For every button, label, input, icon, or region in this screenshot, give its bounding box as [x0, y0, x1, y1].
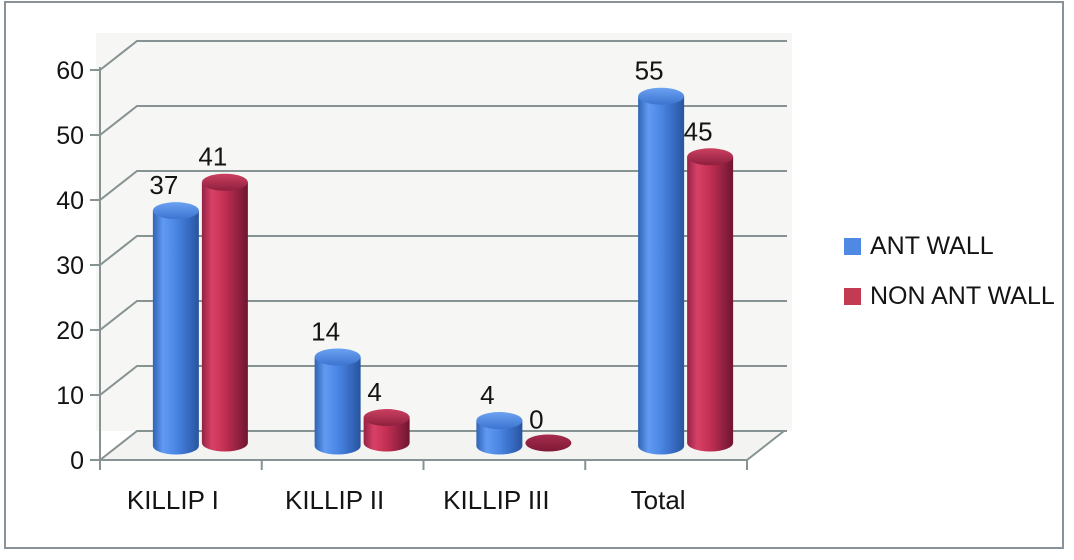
bar-non-ant-wall-killip-ii[interactable]	[363, 417, 410, 452]
y-tick-label-40: 40	[56, 187, 84, 215]
data-label-non-ant-wall-killip-ii: 4	[367, 377, 381, 407]
bar-ant-wall-total[interactable]	[638, 96, 685, 455]
data-label-ant-wall-killip-ii: 14	[311, 316, 340, 346]
data-label-ant-wall-total: 55	[635, 56, 664, 86]
gridline-40	[90, 170, 787, 201]
y-tick-label-20: 20	[56, 317, 84, 345]
ant-wall-swatch-icon	[844, 238, 861, 255]
legend: ANT WALL NON ANT WALL	[844, 232, 1055, 337]
y-tick-label-50: 50	[56, 122, 84, 150]
bar-ant-wall-killip-ii-top	[314, 348, 361, 366]
legend-item-ant-wall[interactable]: ANT WALL	[844, 232, 1055, 260]
x-category-label-killip-i: KILLIP I	[127, 485, 219, 515]
bar-non-ant-wall-killip-ii-top	[363, 409, 410, 427]
bar-non-ant-wall-total[interactable]	[687, 156, 734, 452]
gridline-10	[90, 365, 787, 396]
bar-ant-wall-killip-iii-top	[476, 412, 523, 430]
gridline-0	[90, 430, 787, 461]
x-axis-line	[100, 430, 785, 461]
y-tick-label-0: 0	[70, 447, 84, 475]
x-category-label-killip-iii: KILLIP III	[443, 485, 549, 515]
data-label-non-ant-wall-total: 45	[684, 116, 713, 146]
x-category-label-total: Total	[631, 485, 686, 515]
y-tick-label-60: 60	[56, 57, 84, 85]
data-label-non-ant-wall-killip-i: 41	[198, 142, 227, 172]
gridline-20	[90, 300, 787, 331]
data-label-ant-wall-killip-iii: 4	[480, 380, 494, 410]
gridline-50	[90, 105, 787, 136]
bar-non-ant-wall-killip-iii[interactable]	[525, 434, 572, 452]
bar-ant-wall-killip-ii[interactable]	[314, 356, 361, 455]
bar-ant-wall-total-top	[638, 87, 685, 105]
bar-ant-wall-killip-i-top	[152, 202, 199, 220]
gridline-60	[90, 40, 787, 71]
y-tick-label-10: 10	[56, 382, 84, 410]
bar-ant-wall-killip-i[interactable]	[152, 210, 199, 455]
legend-label-non-ant-wall: NON ANT WALL	[870, 282, 1055, 310]
legend-item-non-ant-wall[interactable]: NON ANT WALL	[844, 282, 1055, 310]
data-label-non-ant-wall-killip-iii: 0	[529, 405, 543, 435]
gridline-30	[90, 235, 787, 266]
legend-label-ant-wall: ANT WALL	[870, 232, 994, 260]
bar-non-ant-wall-total-top	[687, 148, 734, 166]
plot-floor	[100, 431, 784, 460]
bar-non-ant-wall-killip-i[interactable]	[201, 182, 248, 452]
bar-ant-wall-killip-iii[interactable]	[476, 420, 523, 455]
bar-non-ant-wall-killip-i-top	[201, 173, 248, 191]
y-tick-label-30: 30	[56, 252, 84, 280]
chart-border	[4, 1, 1064, 549]
non-ant-wall-swatch-icon	[844, 288, 861, 305]
data-label-ant-wall-killip-i: 37	[149, 170, 178, 200]
x-category-label-killip-ii: KILLIP II	[285, 485, 384, 515]
